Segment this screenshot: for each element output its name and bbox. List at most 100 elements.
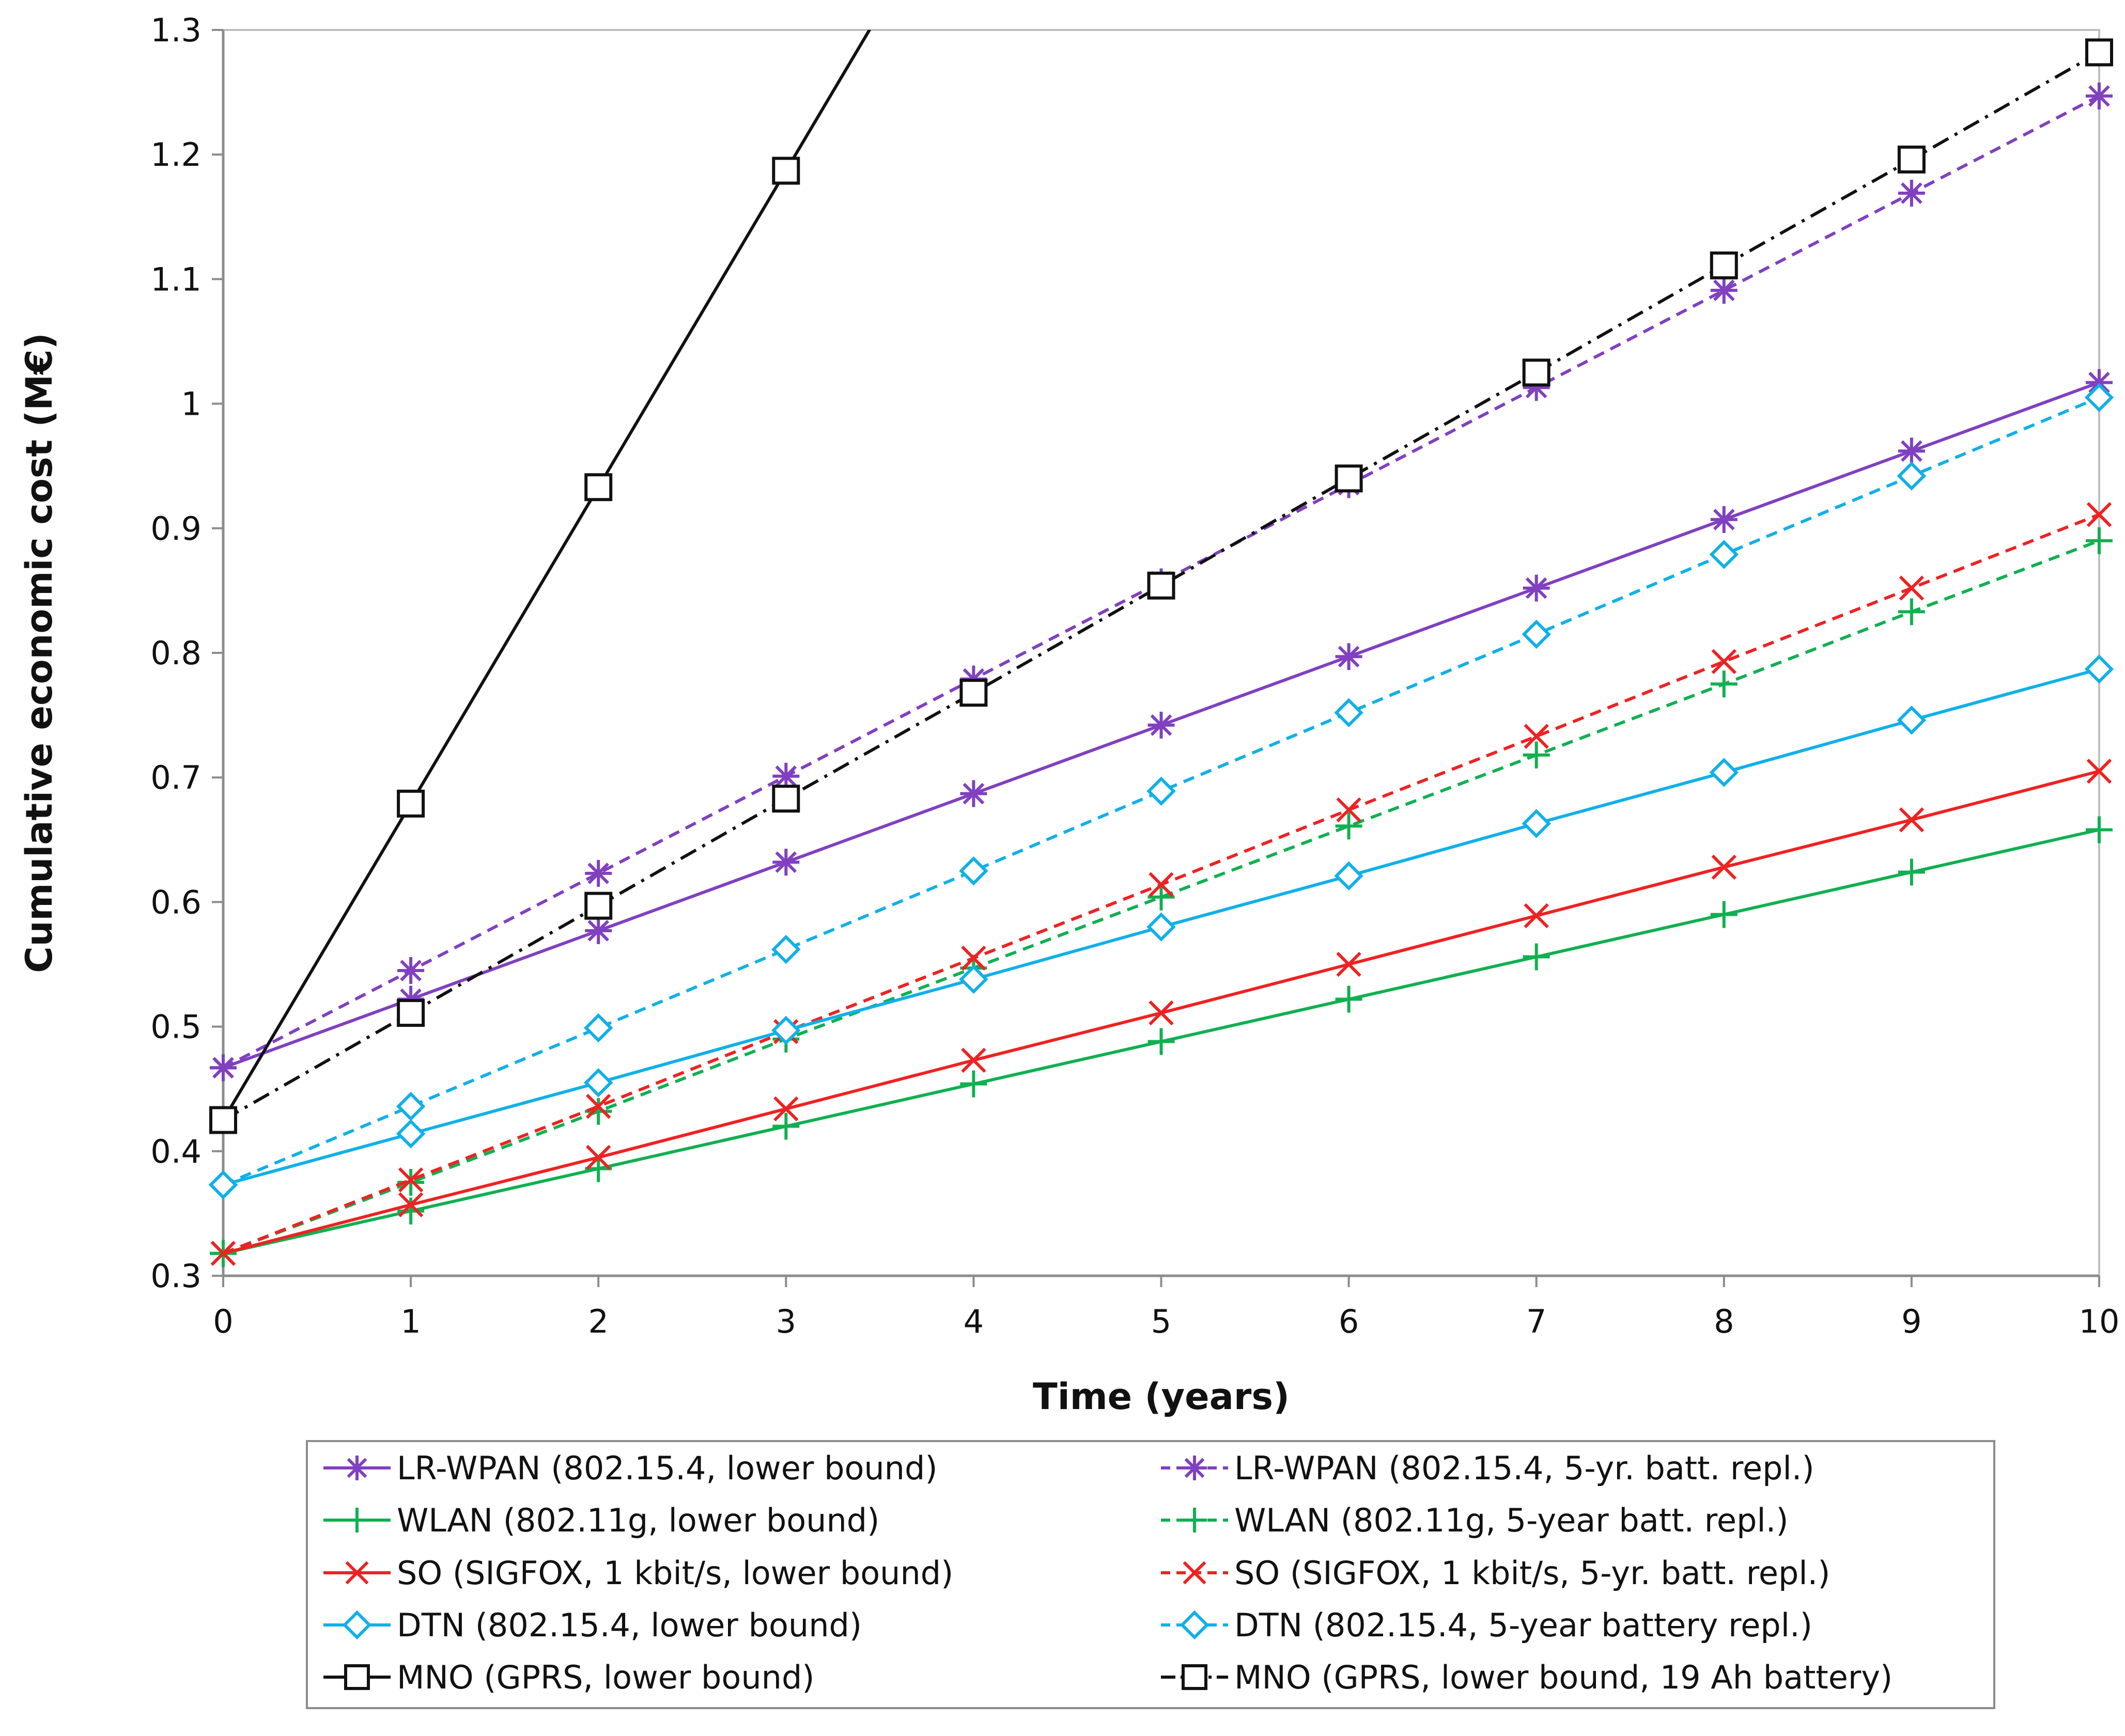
data-point-square bbox=[397, 999, 425, 1027]
y-tick-label: 0.4 bbox=[150, 1133, 201, 1170]
data-point-plus bbox=[1523, 943, 1550, 971]
legend-item: WLAN (802.11g, 5-year batt. repl.) bbox=[1161, 1502, 1789, 1539]
data-point-diamond bbox=[342, 1610, 372, 1640]
x-tick-label: 10 bbox=[2079, 1303, 2120, 1340]
legend-item: MNO (GPRS, lower bound) bbox=[323, 1659, 814, 1696]
data-point-asterisk bbox=[2086, 82, 2113, 110]
legend-label: SO (SIGFOX, 1 kbit/s, lower bound) bbox=[397, 1554, 953, 1592]
legend: LR-WPAN (802.15.4, lower bound) LR-WPAN (… bbox=[306, 1440, 1995, 1709]
data-point-asterisk bbox=[1335, 643, 1362, 670]
y-tick-label: 1.2 bbox=[150, 136, 201, 174]
legend-label: SO (SIGFOX, 1 kbit/s, 5-yr. batt. repl.) bbox=[1234, 1554, 1830, 1592]
data-point-plus bbox=[772, 1113, 800, 1140]
data-point-square bbox=[584, 892, 613, 920]
data-point-x bbox=[1524, 903, 1549, 929]
y-axis-ticks: 0.3 0.4 0.5 0.6 0.7 0.8 0.9 1 1.1 1.2 1.3 bbox=[150, 11, 223, 1295]
data-point-x bbox=[1336, 797, 1361, 823]
data-point-plus bbox=[1898, 858, 1925, 886]
data-point-diamond bbox=[959, 856, 988, 886]
data-point-diamond bbox=[208, 1170, 238, 1200]
data-point-asterisk bbox=[1898, 179, 1925, 207]
y-tick-label: 0.3 bbox=[150, 1257, 201, 1295]
plot-area: 0.3 0.4 0.5 0.6 0.7 0.8 0.9 1 1.1 1.2 1.3 0 1 2 3 4 5 6 7… bbox=[150, 11, 2119, 1340]
x-axis-title: Time (years) bbox=[1033, 1375, 1290, 1418]
data-point-x bbox=[961, 945, 986, 971]
data-point-asterisk bbox=[397, 957, 425, 984]
data-point-x bbox=[2086, 502, 2112, 527]
x-axis-ticks: 0 1 2 3 4 5 6 7 8 9 10 bbox=[213, 1276, 2119, 1340]
data-point-asterisk bbox=[1523, 574, 1550, 602]
series-line bbox=[222, 396, 2100, 1186]
series-line bbox=[222, 30, 872, 1121]
data-point-plus bbox=[1335, 812, 1362, 840]
data-point-asterisk bbox=[1710, 506, 1738, 533]
series-layer bbox=[208, 30, 2114, 1267]
data-point-square bbox=[584, 473, 613, 502]
legend-label: MNO (GPRS, lower bound, 19 Ah battery) bbox=[1234, 1659, 1893, 1696]
legend-item: SO (SIGFOX, 1 kbit/s, 5-yr. batt. repl.) bbox=[1161, 1554, 1830, 1592]
data-point-x bbox=[1336, 951, 1361, 977]
x-tick-label: 4 bbox=[964, 1303, 984, 1340]
data-point-plus bbox=[397, 1197, 425, 1225]
data-point-asterisk bbox=[210, 1054, 237, 1082]
data-point-x bbox=[1899, 575, 1925, 601]
data-point-plus bbox=[1710, 901, 1738, 928]
data-point-x bbox=[1899, 807, 1925, 833]
series-3 bbox=[210, 816, 2113, 1267]
data-point-x bbox=[961, 1047, 986, 1073]
data-point-square bbox=[2085, 38, 2113, 67]
legend-item: DTN (802.15.4, 5-year battery repl.) bbox=[1161, 1606, 1812, 1644]
data-point-plus bbox=[1147, 883, 1175, 911]
y-tick-label: 1.1 bbox=[150, 260, 201, 298]
data-point-square bbox=[344, 1664, 370, 1690]
data-point-x bbox=[1149, 872, 1174, 897]
data-point-diamond bbox=[771, 1015, 801, 1045]
y-tick-label: 0.8 bbox=[150, 634, 201, 672]
legend-label: WLAN (802.11g, lower bound) bbox=[397, 1502, 879, 1539]
data-point-diamond bbox=[1522, 809, 1551, 838]
legend-item: DTN (802.15.4, lower bound) bbox=[323, 1606, 862, 1644]
data-point-diamond bbox=[583, 1068, 613, 1098]
y-tick-label: 1.3 bbox=[150, 11, 201, 49]
data-point-plus bbox=[2086, 816, 2113, 843]
data-point-asterisk bbox=[1147, 711, 1175, 739]
data-point-x bbox=[1524, 724, 1549, 749]
data-point-plus bbox=[1898, 598, 1925, 625]
legend-label: DTN (802.15.4, lower bound) bbox=[397, 1606, 862, 1644]
x-tick-label: 6 bbox=[1339, 1303, 1359, 1340]
series-6 bbox=[210, 502, 2112, 1266]
legend-item: MNO (GPRS, lower bound, 19 Ah battery) bbox=[1161, 1659, 1893, 1696]
data-point-x bbox=[398, 1167, 424, 1193]
data-point-diamond bbox=[1180, 1610, 1209, 1640]
data-point-x bbox=[398, 1192, 424, 1217]
y-tick-label: 0.6 bbox=[150, 883, 201, 921]
x-tick-label: 8 bbox=[1714, 1303, 1734, 1340]
data-point-diamond bbox=[1334, 861, 1363, 890]
data-point-asterisk bbox=[772, 849, 800, 876]
data-point-diamond bbox=[1146, 912, 1176, 942]
data-point-square bbox=[397, 789, 425, 818]
data-point-x bbox=[1183, 1561, 1206, 1585]
x-tick-label: 3 bbox=[776, 1303, 796, 1340]
data-point-plus bbox=[1523, 741, 1550, 769]
x-tick-label: 7 bbox=[1526, 1303, 1546, 1340]
data-point-x bbox=[1149, 1000, 1174, 1026]
legend-item: SO (SIGFOX, 1 kbit/s, lower bound) bbox=[323, 1554, 953, 1592]
data-point-asterisk bbox=[772, 762, 800, 790]
data-point-asterisk bbox=[345, 1456, 369, 1480]
data-point-square bbox=[1182, 1664, 1207, 1690]
x-tick-label: 9 bbox=[1901, 1303, 1921, 1340]
y-tick-label: 0.7 bbox=[150, 759, 201, 796]
data-point-plus bbox=[960, 1070, 987, 1098]
data-point-square bbox=[1710, 251, 1738, 279]
data-point-diamond bbox=[959, 964, 988, 994]
y-tick-label: 1 bbox=[181, 385, 201, 423]
data-point-diamond bbox=[396, 1119, 426, 1149]
data-point-asterisk bbox=[1898, 437, 1925, 465]
legend-item: LR-WPAN (802.15.4, 5-yr. batt. repl.) bbox=[1161, 1449, 1814, 1487]
data-point-asterisk bbox=[1182, 1456, 1207, 1480]
legend-label: LR-WPAN (802.15.4, lower bound) bbox=[397, 1449, 938, 1487]
x-tick-label: 0 bbox=[213, 1303, 233, 1340]
legend-label: LR-WPAN (802.15.4, 5-yr. batt. repl.) bbox=[1234, 1449, 1814, 1487]
